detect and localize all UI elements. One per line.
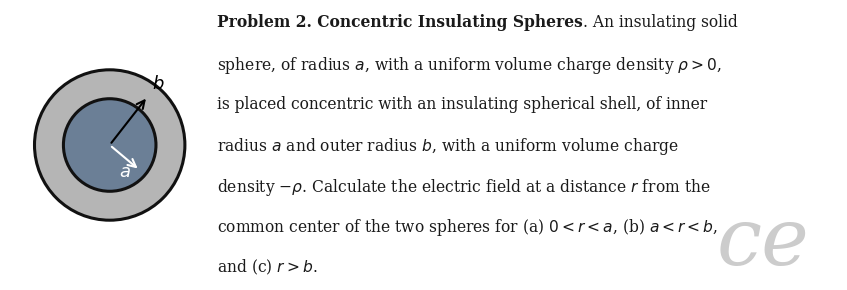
- Text: . An insulating solid: . An insulating solid: [583, 14, 738, 31]
- Circle shape: [64, 99, 156, 191]
- Text: ce: ce: [717, 204, 810, 281]
- Text: radius $a$ and outer radius $b$, with a uniform volume charge: radius $a$ and outer radius $b$, with a …: [217, 136, 679, 157]
- Text: $a$: $a$: [119, 163, 130, 181]
- Text: common center of the two spheres for (a) $0 < r < a$, (b) $a < r <b$,: common center of the two spheres for (a)…: [217, 218, 718, 238]
- Text: and (c) $r > b.$: and (c) $r > b.$: [217, 258, 318, 277]
- Text: is placed concentric with an insulating spherical shell, of inner: is placed concentric with an insulating …: [217, 95, 707, 113]
- Text: $b$: $b$: [152, 75, 165, 93]
- Text: density $-\rho$. Calculate the electric field at a distance $r$ from the: density $-\rho$. Calculate the electric …: [217, 177, 711, 198]
- Text: sphere, of radius $a$, with a uniform volume charge density $\rho > 0$,: sphere, of radius $a$, with a uniform vo…: [217, 55, 722, 76]
- Circle shape: [35, 70, 185, 220]
- Text: Problem 2. Concentric Insulating Spheres: Problem 2. Concentric Insulating Spheres: [217, 14, 583, 31]
